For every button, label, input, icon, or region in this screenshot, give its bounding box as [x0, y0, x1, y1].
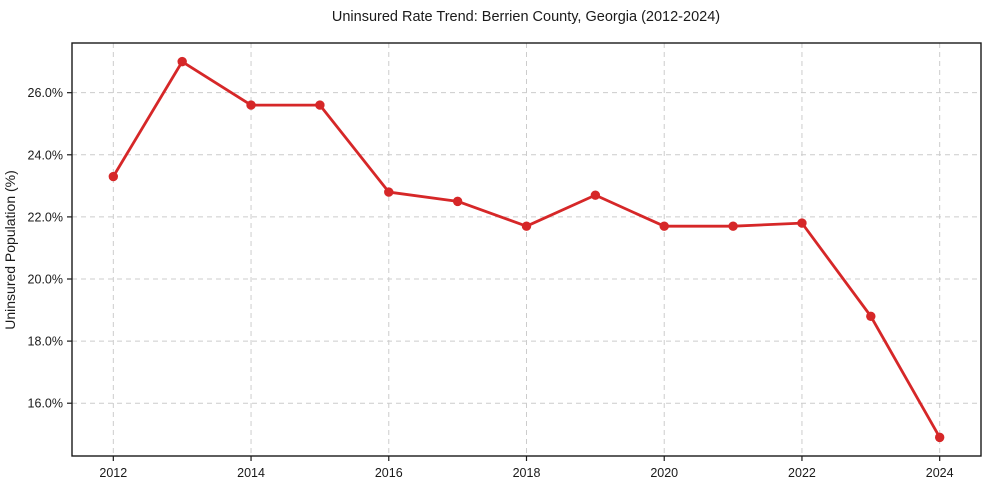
data-point	[108, 171, 119, 182]
data-point	[246, 100, 256, 110]
data-point	[797, 218, 807, 228]
x-tick-label: 2018	[513, 466, 541, 480]
y-tick-label: 16.0%	[28, 397, 63, 411]
data-point	[659, 221, 669, 231]
y-tick-label: 26.0%	[28, 86, 63, 100]
x-tick-label: 2014	[237, 466, 265, 480]
y-tick-label: 24.0%	[28, 148, 63, 162]
data-point	[866, 311, 876, 321]
x-tick-label: 2016	[375, 466, 403, 480]
y-tick-label: 22.0%	[28, 210, 63, 224]
x-tick-label: 2022	[788, 466, 816, 480]
data-point	[934, 432, 945, 443]
x-tick-label: 2020	[650, 466, 678, 480]
y-tick-label: 20.0%	[28, 273, 63, 287]
data-point	[384, 187, 394, 197]
y-axis-label: Uninsured Population (%)	[2, 170, 18, 330]
data-point	[521, 221, 532, 231]
y-tick-label: 18.0%	[28, 335, 63, 349]
x-tick-label: 2024	[926, 466, 954, 480]
data-point	[315, 100, 325, 110]
data-point	[590, 190, 601, 200]
plot-area: 16.0% 18.0% 20.0% 22.0% 24.0% 26.0% 2012 2014 20…	[28, 42, 982, 480]
data-point	[728, 221, 738, 231]
data-point	[452, 196, 463, 207]
data-point	[177, 56, 187, 67]
x-tick-label: 2012	[99, 466, 127, 480]
chart-title: Uninsured Rate Trend: Berrien County, Ge…	[332, 9, 720, 25]
